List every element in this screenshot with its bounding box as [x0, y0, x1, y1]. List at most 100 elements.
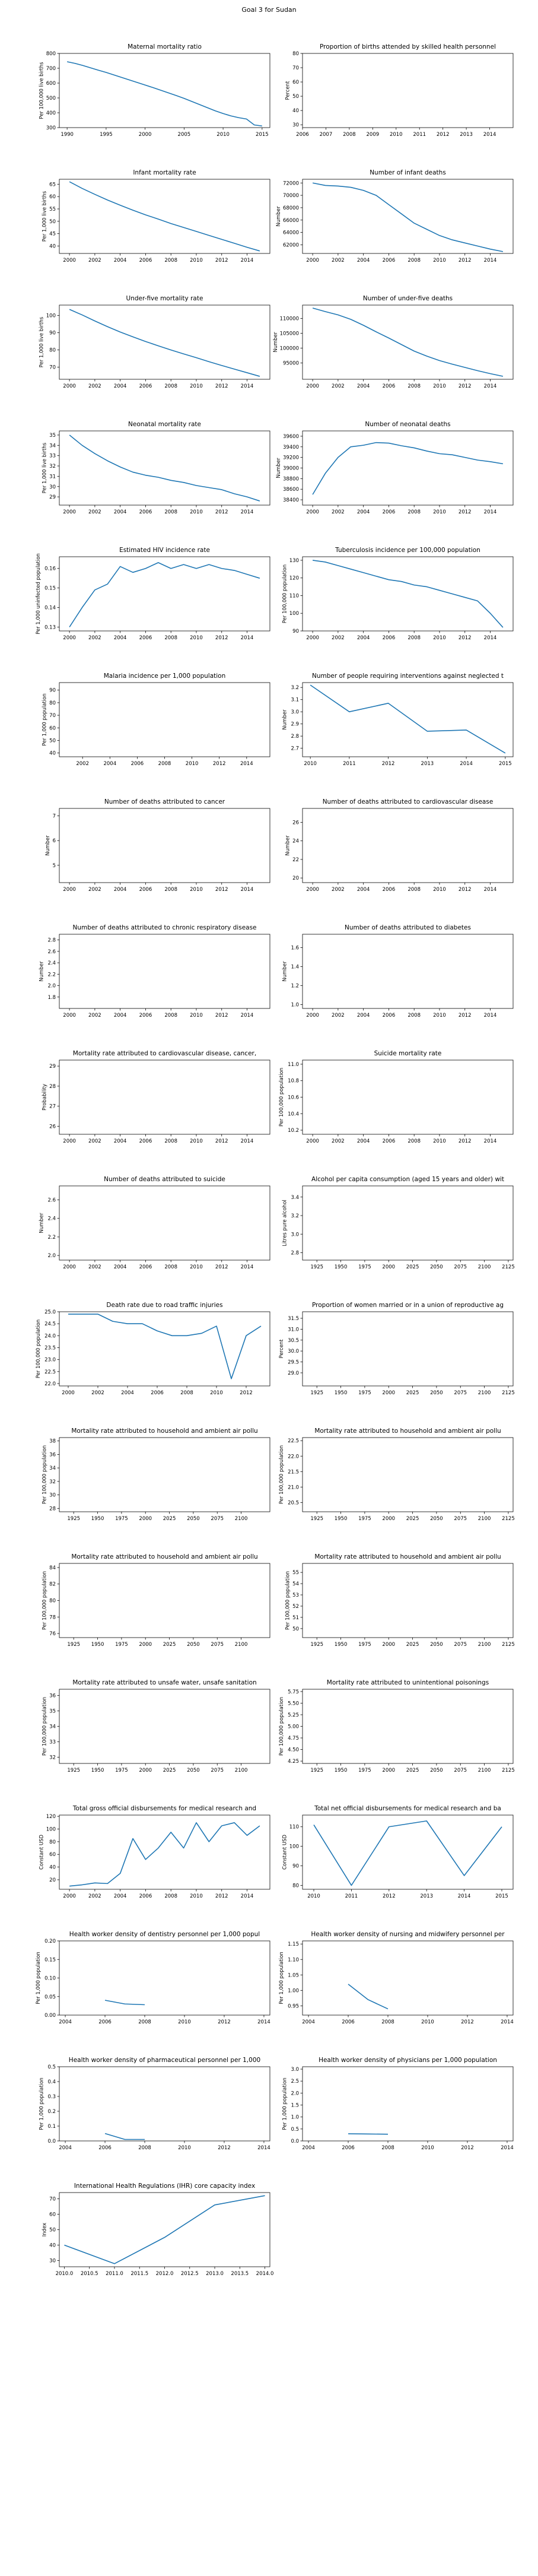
x-tick-label: 2008 [164, 1893, 177, 1899]
chart-title: Under-five mortality rate [126, 295, 203, 302]
y-axis-label: Number [276, 458, 282, 478]
chart-panel-31: Health worker density of dentistry perso… [36, 1931, 270, 2025]
chart-panel-11: Malaria incidence per 1,000 population 20… [42, 672, 270, 767]
y-tick-label: 0.2 [47, 2109, 56, 2115]
x-tick-label: 2125 [502, 1516, 515, 1522]
x-tick-label: 2075 [454, 1390, 467, 1396]
x-tick-label: 2025 [163, 1516, 176, 1522]
y-tick-label: 2.2 [47, 972, 56, 978]
y-axis-label: Probability [42, 1084, 48, 1111]
x-tick-label: 2014.0 [256, 2271, 274, 2277]
plot-area [302, 1185, 514, 1261]
x-tick-label: 1990 [61, 132, 74, 138]
x-tick-label: 2000 [382, 1516, 395, 1522]
x-tick-label: 2012 [461, 2145, 474, 2151]
y-tick-label: 100 [289, 1844, 299, 1850]
chart-panel-20: Alcohol per capita consumption (aged 15 … [282, 1176, 514, 1270]
x-tick-label: 2004 [357, 1013, 370, 1019]
y-tick-label: 5 [53, 863, 56, 869]
x-tick-label: 2014 [241, 1013, 254, 1019]
x-tick-label: 2000 [382, 1264, 395, 1270]
y-tick-label: 60 [49, 2212, 56, 2217]
y-tick-label: 23.0 [44, 1357, 56, 1363]
y-tick-label: 30.5 [288, 1338, 299, 1344]
x-tick-label: 1950 [335, 1264, 348, 1270]
plot-area [59, 179, 270, 254]
y-tick-label: 1.8 [47, 995, 56, 1001]
y-tick-label: 0.05 [44, 1994, 56, 2000]
x-tick-label: 2012 [215, 1893, 228, 1899]
y-tick-label: 3.2 [291, 1213, 299, 1219]
y-tick-label: 90 [292, 629, 299, 635]
x-tick-label: 2125 [502, 1768, 515, 1774]
y-tick-label: 1.4 [291, 964, 299, 970]
x-tick-label: 2012 [215, 258, 228, 264]
y-tick-label: 80 [49, 1839, 56, 1845]
x-tick-label: 2100 [478, 1390, 491, 1396]
y-tick-label: 500 [46, 96, 56, 101]
x-tick-label: 2010 [217, 132, 230, 138]
x-tick-label: 2013.5 [231, 2271, 249, 2277]
y-tick-label: 30 [292, 122, 299, 128]
x-tick-label: 2014 [241, 887, 254, 893]
y-tick-label: 5.00 [288, 1724, 299, 1730]
x-tick-label: 2004 [302, 2019, 315, 2025]
x-tick-label: 2010 [421, 2145, 434, 2151]
y-axis-label: Per 1,000 live births [39, 316, 44, 367]
chart-title: Mortality rate attributed to household a… [71, 1427, 257, 1435]
y-axis-label: Per 100,000 population [279, 1445, 285, 1504]
x-tick-label: 2015 [499, 761, 512, 767]
y-tick-label: 100 [46, 313, 56, 319]
y-tick-label: 1.0 [291, 2115, 299, 2121]
y-tick-label: 50 [292, 1626, 299, 1632]
x-tick-label: 2006 [139, 1013, 152, 1019]
x-tick-label: 2050 [187, 1516, 200, 1522]
chart-panel-6: Number of under-five deaths 2000 2002 2004 2… [273, 295, 514, 389]
y-tick-label: 5.50 [288, 1701, 299, 1706]
y-tick-label: 55 [292, 1570, 299, 1576]
x-tick-label: 2010 [186, 761, 199, 767]
y-tick-label: 60 [49, 1852, 56, 1858]
x-tick-label: 1950 [91, 1642, 104, 1648]
x-tick-label: 2004 [114, 887, 127, 893]
y-tick-label: 700 [46, 66, 56, 72]
y-tick-label: 31 [49, 474, 56, 480]
chart-panel-12: Number of people requiring interventions… [282, 672, 514, 767]
x-tick-label: 2100 [478, 1768, 491, 1774]
series-line [69, 562, 260, 627]
y-tick-label: 66000 [283, 218, 299, 224]
y-tick-label: 2.0 [47, 984, 56, 989]
series-line [69, 309, 260, 377]
x-tick-label: 2014 [484, 1138, 497, 1144]
chart-title: Malaria incidence per 1,000 population [104, 672, 226, 680]
y-tick-label: 84 [49, 1565, 56, 1571]
x-tick-label: 2100 [478, 1516, 491, 1522]
x-tick-label: 2075 [454, 1768, 467, 1774]
plot-area [302, 1563, 514, 1638]
x-tick-label: 2014 [241, 1264, 254, 1270]
y-tick-label: 0.10 [44, 1976, 56, 1982]
x-tick-label: 2010 [304, 761, 317, 767]
x-tick-label: 2004 [121, 1390, 134, 1396]
y-tick-label: 35 [49, 1708, 56, 1714]
y-tick-label: 100 [46, 1827, 56, 1833]
x-tick-label: 2000 [63, 383, 76, 389]
x-tick-label: 2010 [190, 383, 203, 389]
series-line [66, 61, 262, 127]
y-tick-label: 39200 [283, 455, 299, 461]
y-tick-label: 33 [49, 1740, 56, 1746]
x-tick-label: 2000 [139, 1768, 152, 1774]
x-tick-label: 2000 [63, 1893, 76, 1899]
x-tick-label: 2075 [211, 1516, 224, 1522]
x-tick-label: 2010 [190, 887, 203, 893]
y-axis-label: Per 100,000 population [42, 1445, 48, 1504]
y-tick-label: 33 [49, 453, 56, 459]
x-tick-label: 2010 [210, 1390, 223, 1396]
x-tick-label: 2002 [332, 383, 345, 389]
y-tick-label: 20 [49, 1877, 56, 1883]
y-tick-label: 32 [49, 1755, 56, 1761]
y-tick-label: 32 [49, 1479, 56, 1485]
x-tick-label: 2012 [215, 1264, 228, 1270]
y-tick-label: 30 [49, 1493, 56, 1499]
chart-title: Health worker density of dentistry perso… [69, 1931, 260, 1938]
